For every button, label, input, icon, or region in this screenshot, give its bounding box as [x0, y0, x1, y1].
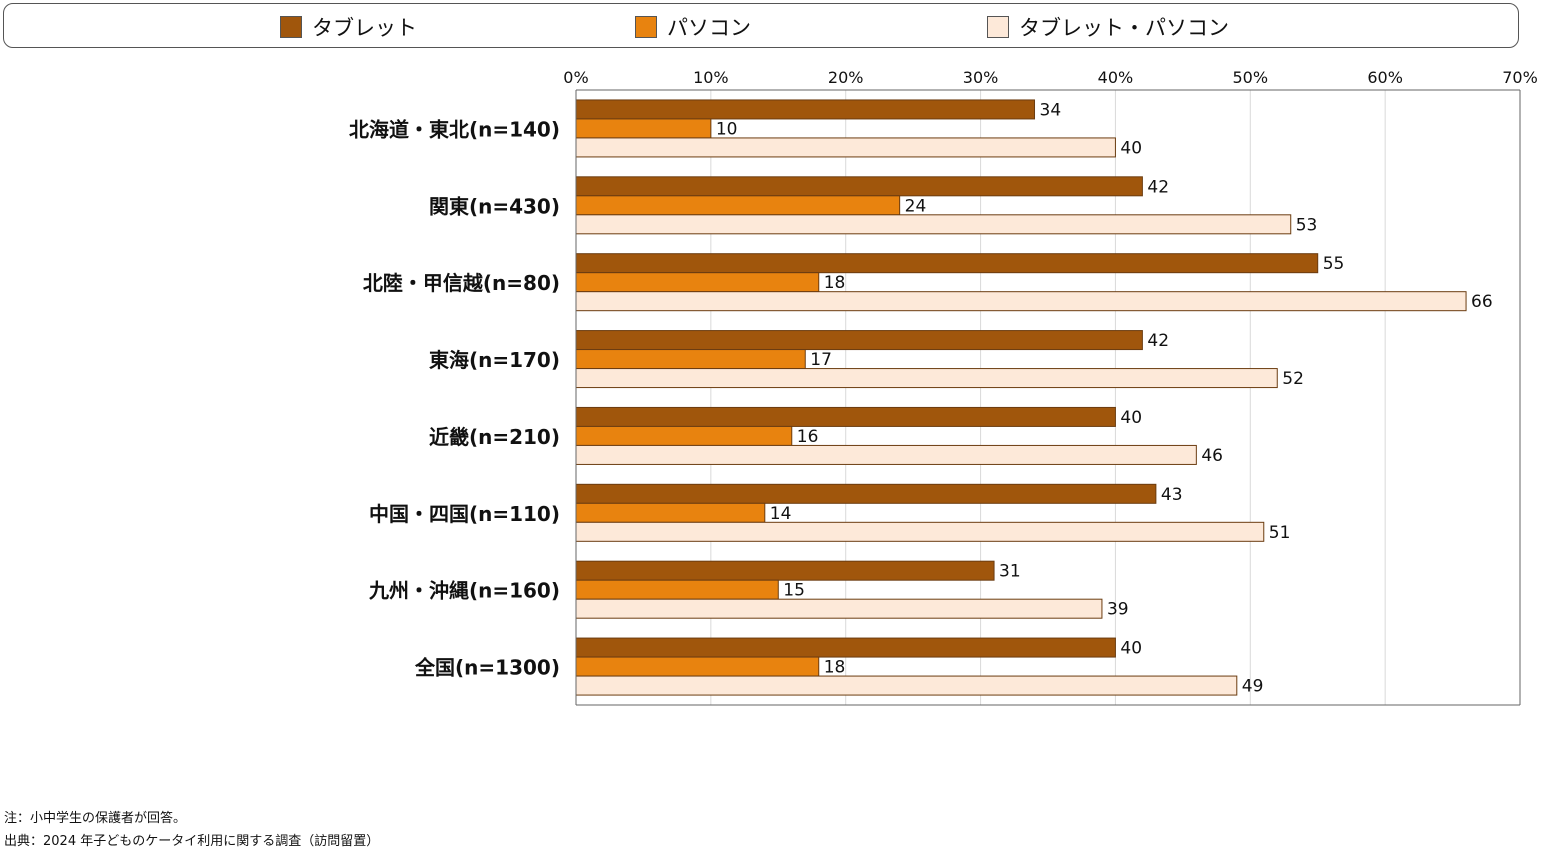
data-label: 40	[1120, 639, 1142, 659]
x-tick-label: 20%	[828, 68, 864, 87]
data-label: 53	[1296, 215, 1318, 235]
data-label: 49	[1242, 677, 1264, 697]
note-text: 注：小中学生の保護者が回答。	[4, 811, 187, 826]
bar	[575, 99, 1036, 120]
data-label: 52	[1282, 369, 1304, 389]
bar-chart: 0% 10% 20% 30% 40% 50% 60% 70% 34 10 40 北海道・東北(n=14…	[349, 68, 1538, 706]
category-label: 中国・四国(n=110)	[369, 502, 560, 526]
data-label: 51	[1269, 523, 1291, 543]
x-tick-label: 30%	[963, 68, 999, 87]
bar	[575, 137, 1116, 158]
data-label: 42	[1147, 331, 1169, 351]
bar	[575, 349, 806, 370]
legend-item-tablet-pc: タブレット・パソコン	[987, 4, 1229, 49]
category-label: 九州・沖縄(n=160)	[368, 579, 560, 603]
bar	[575, 502, 766, 523]
data-label: 15	[783, 581, 805, 601]
category-label: 関東(n=430)	[429, 194, 560, 218]
bar	[575, 214, 1292, 235]
source-text: 出典：2024 年子どものケータイ利用に関する調査（訪問留置）	[4, 834, 380, 849]
bar	[575, 521, 1265, 542]
bar	[575, 425, 793, 446]
category-label: 北陸・甲信越(n=80)	[363, 271, 560, 295]
legend-swatch-pc	[635, 15, 657, 38]
data-label: 18	[824, 658, 846, 678]
x-tick-label: 50%	[1233, 68, 1269, 87]
bar	[575, 291, 1467, 312]
category-label: 全国(n=1300)	[414, 656, 560, 680]
x-tick-label: 60%	[1367, 68, 1403, 87]
legend-label-tablet: タブレット	[312, 15, 417, 40]
bar	[575, 330, 1143, 351]
data-label: 17	[810, 350, 832, 370]
legend-label-tablet-pc: タブレット・パソコン	[1019, 15, 1229, 40]
x-tick-label: 0%	[563, 68, 588, 87]
legend-item-pc: パソコン	[635, 4, 751, 49]
data-label: 10	[716, 119, 738, 139]
bar	[575, 272, 820, 293]
legend-item-tablet: タブレット	[280, 4, 417, 49]
category-label: 北海道・東北(n=140)	[349, 117, 560, 141]
data-label: 42	[1147, 177, 1169, 197]
data-label: 14	[770, 504, 792, 524]
x-tick-label: 40%	[1098, 68, 1134, 87]
bar	[575, 406, 1116, 427]
bar	[575, 579, 779, 600]
data-label: 24	[905, 196, 927, 216]
bar	[575, 444, 1197, 465]
data-label: 31	[999, 562, 1021, 582]
data-label: 39	[1107, 600, 1129, 620]
bar	[575, 368, 1278, 389]
bar	[575, 118, 712, 139]
legend-swatch-tablet-pc	[987, 15, 1009, 38]
data-label: 46	[1201, 446, 1223, 466]
data-label: 16	[797, 427, 819, 447]
bar	[575, 195, 901, 216]
data-label: 40	[1120, 138, 1142, 158]
bar	[575, 560, 995, 581]
data-label: 66	[1471, 292, 1493, 312]
category-label: 東海(n=170)	[429, 348, 560, 372]
bar	[575, 656, 820, 677]
data-label: 43	[1161, 485, 1183, 505]
legend-swatch-tablet	[280, 15, 302, 38]
data-label: 40	[1120, 408, 1142, 428]
bar	[575, 253, 1319, 274]
bar	[575, 176, 1143, 197]
category-label: 近畿(n=210)	[429, 425, 560, 449]
data-label: 55	[1323, 254, 1345, 274]
bar	[575, 675, 1238, 696]
data-label: 18	[824, 273, 846, 293]
legend-label-pc: パソコン	[667, 15, 751, 40]
bar	[575, 483, 1157, 504]
x-tick-label: 70%	[1502, 68, 1538, 87]
data-label: 34	[1040, 100, 1062, 120]
x-tick-label: 10%	[693, 68, 729, 87]
bar	[575, 637, 1116, 658]
legend: タブレット パソコン タブレット・パソコン	[3, 3, 1519, 48]
bar	[575, 598, 1103, 619]
